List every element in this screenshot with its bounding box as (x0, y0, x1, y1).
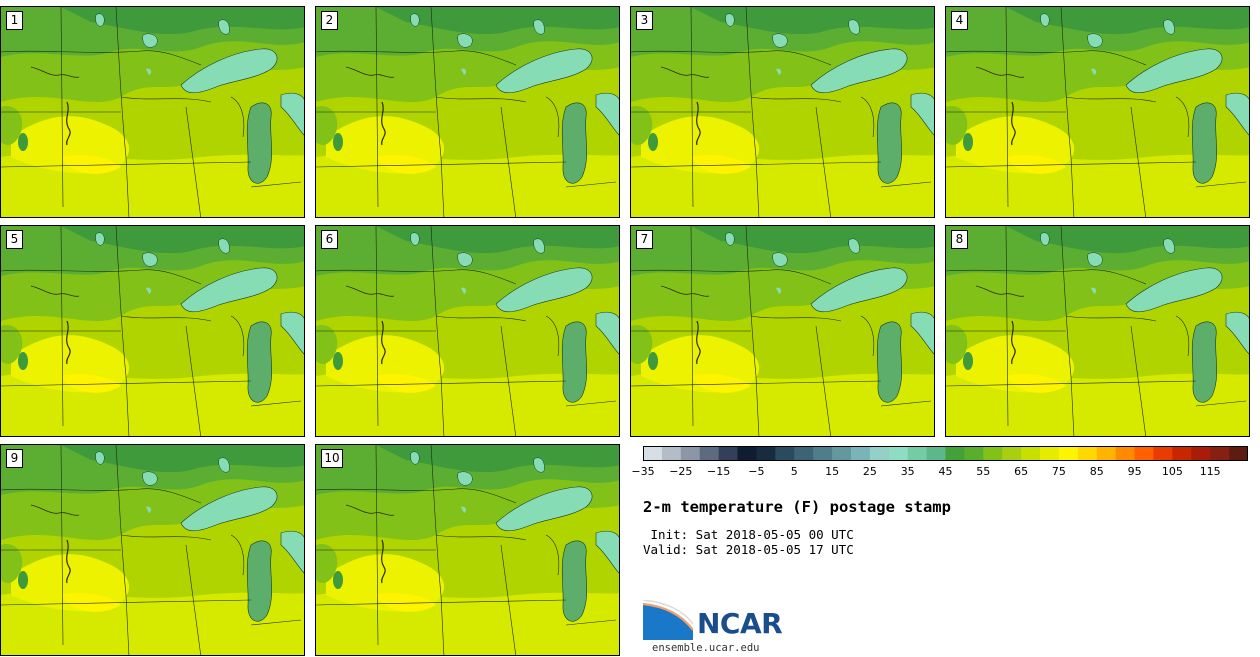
colorbar-tick-label: −35 (631, 465, 655, 478)
panel-number: 5 (6, 230, 23, 249)
colorbar-swatch (832, 446, 852, 461)
panel-number: 6 (321, 230, 338, 249)
map-panel-5[interactable]: 5 (0, 225, 305, 437)
colorbar-swatch (1058, 446, 1079, 461)
colorbar-tick-label: −5 (748, 465, 765, 478)
colorbar-tick-label: 25 (862, 465, 877, 478)
map-panel-1[interactable]: 1 (0, 6, 305, 218)
panel-number: 1 (6, 11, 23, 30)
panel-number: 7 (636, 230, 653, 249)
colorbar-swatch (756, 446, 776, 461)
valid-time: Valid: Sat 2018-05-05 17 UTC (643, 542, 854, 557)
ncar-logo-icon (643, 600, 693, 640)
colorbar-border (643, 446, 1248, 461)
colorbar-swatch (1077, 446, 1098, 461)
temperature-map (631, 226, 934, 436)
map-panel-2[interactable]: 2 (315, 6, 620, 218)
temperature-map (631, 7, 934, 217)
map-panel-3[interactable]: 3 (630, 6, 935, 218)
panel-number: 2 (321, 11, 338, 30)
colorbar-swatch (888, 446, 909, 461)
temperature-map (946, 7, 1249, 217)
colorbar-swatch (1040, 446, 1060, 461)
ncar-logo-text: NCAR (697, 607, 783, 640)
panel-number: 4 (951, 11, 968, 30)
colorbar-tick-label: 35 (900, 465, 915, 478)
colorbar-swatch (1172, 446, 1192, 461)
colorbar-swatch (1021, 446, 1041, 461)
temperature-map (316, 7, 619, 217)
colorbar-swatch (1210, 446, 1230, 461)
colorbar-swatch (869, 446, 890, 461)
colorbar-swatch (1134, 446, 1154, 461)
temperature-map (1, 7, 304, 217)
colorbar-swatch (1002, 446, 1022, 461)
map-panel-4[interactable]: 4 (945, 6, 1250, 218)
colorbar-swatch (1229, 446, 1248, 461)
panel-number: 10 (321, 449, 343, 468)
map-panel-8[interactable]: 8 (945, 225, 1250, 437)
colorbar-tick-label: 5 (790, 465, 798, 478)
colorbar-swatch (907, 446, 928, 461)
init-time: Init: Sat 2018-05-05 00 UTC (643, 527, 854, 542)
panel-number: 3 (636, 11, 653, 30)
temperature-map (316, 445, 619, 655)
map-panel-9[interactable]: 9 (0, 444, 305, 656)
colorbar-tick-label: 115 (1199, 465, 1221, 478)
colorbar-swatch (661, 446, 682, 461)
colorbar-swatch (983, 446, 1003, 461)
colorbar-tick-label: 105 (1161, 465, 1183, 478)
colorbar-swatch (850, 446, 871, 461)
colorbar-tick-label: 65 (1014, 465, 1029, 478)
colorbar-swatch (699, 446, 720, 461)
panel-number: 9 (6, 449, 23, 468)
colorbar-swatch (794, 446, 814, 461)
temperature-map (946, 226, 1249, 436)
colorbar-tick-label: 15 (825, 465, 840, 478)
colorbar-tick-label: 75 (1051, 465, 1066, 478)
colorbar-swatch (1115, 446, 1136, 461)
colorbar-swatch (813, 446, 833, 461)
chart-title: 2-m temperature (F) postage stamp (643, 498, 951, 516)
logo-url: ensemble.ucar.edu (652, 642, 760, 654)
colorbar-swatch (926, 446, 946, 461)
temperature-map (316, 226, 619, 436)
colorbar (643, 446, 1248, 461)
colorbar-tick-label: −25 (669, 465, 693, 478)
temperature-map (1, 445, 304, 655)
colorbar-swatch (680, 446, 701, 461)
colorbar-swatch (945, 446, 965, 461)
colorbar-swatch (964, 446, 984, 461)
map-panel-7[interactable]: 7 (630, 225, 935, 437)
map-panel-6[interactable]: 6 (315, 225, 620, 437)
colorbar-tick-label: 95 (1127, 465, 1142, 478)
colorbar-swatch (737, 446, 757, 461)
colorbar-swatch (643, 446, 663, 461)
map-panel-10[interactable]: 10 (315, 444, 620, 656)
colorbar-swatch (718, 446, 739, 461)
colorbar-swatch (775, 446, 795, 461)
colorbar-tick-labels: −35 −25 −15 −5 5 15 25 35 45 55 65 75 85 95 105 115 (623, 465, 1260, 481)
colorbar-swatch (1153, 446, 1173, 461)
colorbar-swatch (1191, 446, 1211, 461)
colorbar-tick-label: 85 (1089, 465, 1104, 478)
colorbar-tick-label: −15 (706, 465, 731, 478)
colorbar-tick-label: 45 (938, 465, 953, 478)
temperature-map (1, 226, 304, 436)
panel-number: 8 (951, 230, 968, 249)
colorbar-swatch (1096, 446, 1117, 461)
colorbar-tick-label: 55 (976, 465, 991, 478)
